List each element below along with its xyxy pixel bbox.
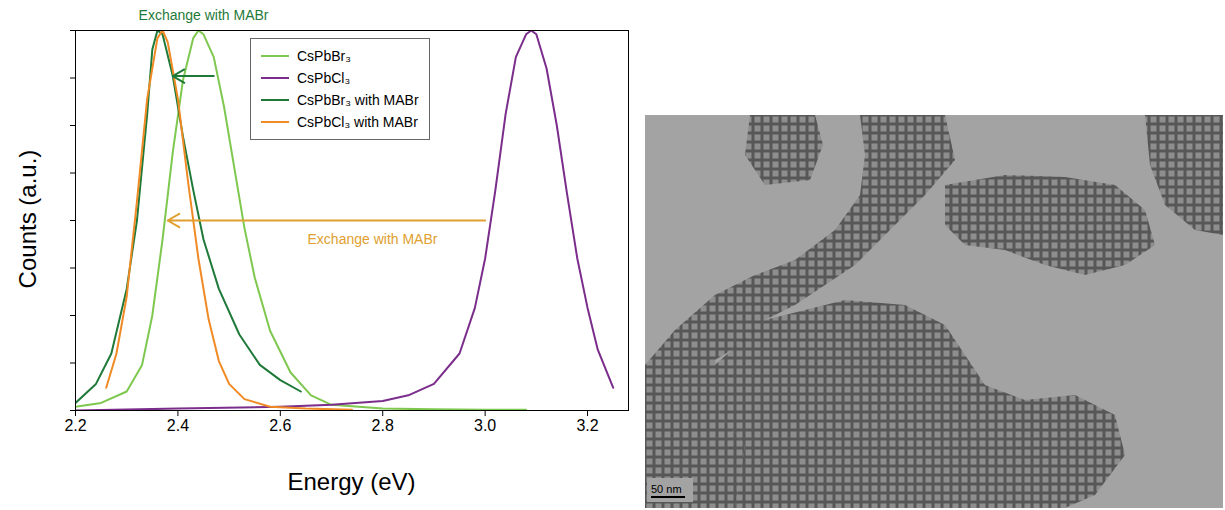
svg-text:2.8: 2.8 xyxy=(372,417,394,434)
html-text:CsPbCl₃: CsPbCl₃ xyxy=(297,70,351,86)
svg-text:Exchange with MABr: Exchange with MABr xyxy=(139,7,269,23)
html-text:Counts (a.u.): Counts (a.u.) xyxy=(14,149,41,289)
svg-text:3.2: 3.2 xyxy=(576,417,598,434)
svg-text:2.2: 2.2 xyxy=(64,417,86,434)
html-text:CsPbCl₃ with MABr: CsPbCl₃ with MABr xyxy=(297,114,418,130)
svg-text:2.6: 2.6 xyxy=(269,417,291,434)
html-text:Energy (eV): Energy (eV) xyxy=(287,468,416,495)
html-text:CsPbBr₃: CsPbBr₃ xyxy=(297,48,351,64)
html-text:CsPbBr₃ with MABr: CsPbBr₃ with MABr xyxy=(297,92,419,108)
svg-text:3.0: 3.0 xyxy=(474,417,496,434)
svg-text:2.4: 2.4 xyxy=(167,417,189,434)
svg-text:Exchange with MABr: Exchange with MABr xyxy=(308,231,438,247)
svg-text:50 nm: 50 nm xyxy=(651,483,682,495)
